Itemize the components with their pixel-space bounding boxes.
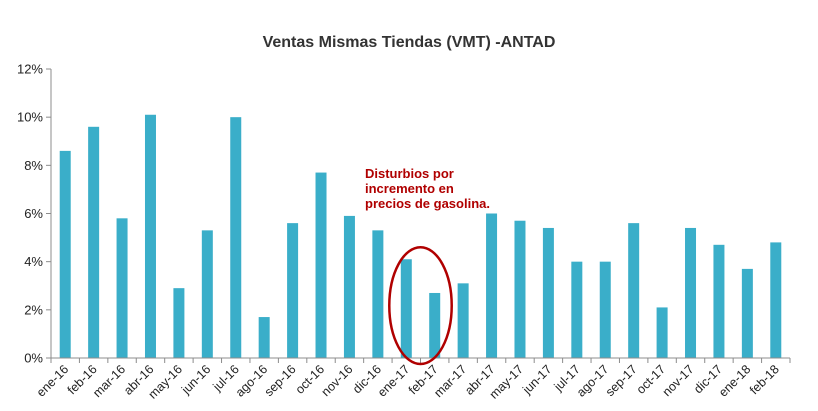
bar-oct-16 [315, 172, 327, 358]
bar-jul-17 [571, 261, 583, 358]
bar-mar-17 [457, 283, 469, 358]
y-tick-label: 10% [17, 110, 43, 125]
x-tick-label: feb-18 [747, 362, 782, 397]
bar-feb-16 [88, 126, 100, 358]
highlight-ellipse [388, 246, 453, 366]
bar-sep-17 [628, 223, 640, 358]
x-tick-label: sep-17 [603, 362, 640, 399]
annotation: Disturbios por incremento en precios de … [365, 166, 490, 366]
bar-jun-16 [201, 230, 213, 358]
bar-ago-17 [599, 261, 611, 358]
x-tick-label: mar-17 [431, 362, 469, 400]
y-tick-label: 4% [24, 254, 43, 269]
y-tick-label: 0% [24, 351, 43, 366]
x-tick-label: nov-17 [660, 362, 697, 399]
bar-feb-18 [770, 242, 782, 358]
annotation-line-3: precios de gasolina. [365, 196, 490, 211]
x-tick-label: jun-16 [178, 362, 213, 397]
bar-oct-17 [656, 307, 668, 358]
y-axis: 0% 2% 4% 6% 8% 10% 12% [17, 62, 52, 366]
x-tick-label: mar-16 [90, 362, 128, 400]
x-tick-label: ene-18 [716, 362, 753, 399]
bar-abr-17 [486, 213, 498, 358]
bar-nov-17 [685, 227, 697, 358]
bar-jun-17 [542, 227, 554, 358]
y-tick-label: 8% [24, 158, 43, 173]
bar-ene-16 [59, 150, 71, 358]
bar-dic-16 [372, 230, 384, 358]
chart-title: Ventas Mismas Tiendas (VMT) -ANTAD [263, 34, 556, 51]
bar-may-17 [514, 220, 526, 358]
annotation-line-1: Disturbios por [365, 166, 454, 181]
bar-sep-16 [287, 223, 299, 358]
x-axis: ene-16feb-16mar-16abr-16may-16jun-16jul-… [34, 357, 791, 402]
x-tick-label: sep-16 [262, 362, 299, 399]
x-tick-label: ago-17 [574, 362, 611, 399]
bars [59, 114, 782, 359]
y-tick-label: 12% [17, 62, 43, 77]
bar-ene-17 [400, 259, 412, 358]
y-tick-label: 2% [24, 302, 43, 317]
bar-nov-16 [343, 215, 355, 358]
annotation-line-2: incremento en [365, 181, 454, 196]
x-tick-label: jun-17 [519, 362, 554, 397]
bar-may-16 [173, 288, 185, 358]
x-tick-label: ene-16 [34, 362, 71, 399]
bar-ago-16 [258, 317, 270, 358]
x-tick-label: ene-17 [375, 362, 412, 399]
bar-ene-18 [741, 268, 753, 358]
y-tick-label: 6% [24, 206, 43, 221]
x-tick-label: ago-16 [233, 362, 270, 399]
bar-mar-16 [116, 218, 128, 358]
bar-feb-17 [429, 292, 441, 358]
bar-jul-16 [230, 117, 242, 359]
bar-dic-17 [713, 244, 725, 358]
x-tick-label: nov-16 [319, 362, 356, 399]
bar-abr-16 [144, 114, 156, 358]
